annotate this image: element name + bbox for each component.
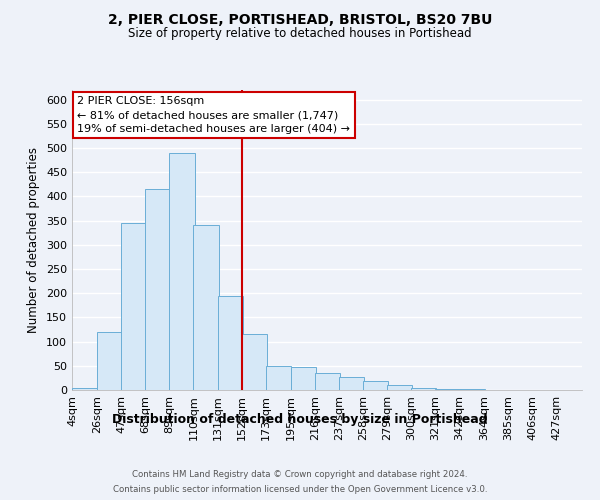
Bar — [193, 226, 218, 390]
Text: Contains public sector information licensed under the Open Government Licence v3: Contains public sector information licen… — [113, 485, 487, 494]
Bar — [97, 332, 122, 390]
Text: Size of property relative to detached houses in Portishead: Size of property relative to detached ho… — [128, 28, 472, 40]
Bar — [121, 223, 146, 390]
Bar — [339, 377, 364, 390]
Text: 2, PIER CLOSE, PORTISHEAD, BRISTOL, BS20 7BU: 2, PIER CLOSE, PORTISHEAD, BRISTOL, BS20… — [108, 12, 492, 26]
Bar — [145, 189, 170, 390]
Bar — [291, 368, 316, 390]
Text: Contains HM Land Registry data © Crown copyright and database right 2024.: Contains HM Land Registry data © Crown c… — [132, 470, 468, 479]
Bar — [242, 334, 267, 390]
Y-axis label: Number of detached properties: Number of detached properties — [28, 147, 40, 333]
Bar — [72, 388, 97, 390]
Bar — [218, 296, 243, 390]
Bar — [363, 382, 388, 390]
Bar — [169, 153, 194, 390]
Text: Distribution of detached houses by size in Portishead: Distribution of detached houses by size … — [112, 412, 488, 426]
Text: 2 PIER CLOSE: 156sqm
← 81% of detached houses are smaller (1,747)
19% of semi-de: 2 PIER CLOSE: 156sqm ← 81% of detached h… — [77, 96, 350, 134]
Bar — [436, 388, 461, 390]
Bar — [387, 385, 412, 390]
Bar — [460, 389, 485, 390]
Bar — [315, 373, 340, 390]
Bar — [411, 388, 436, 390]
Bar — [266, 366, 291, 390]
